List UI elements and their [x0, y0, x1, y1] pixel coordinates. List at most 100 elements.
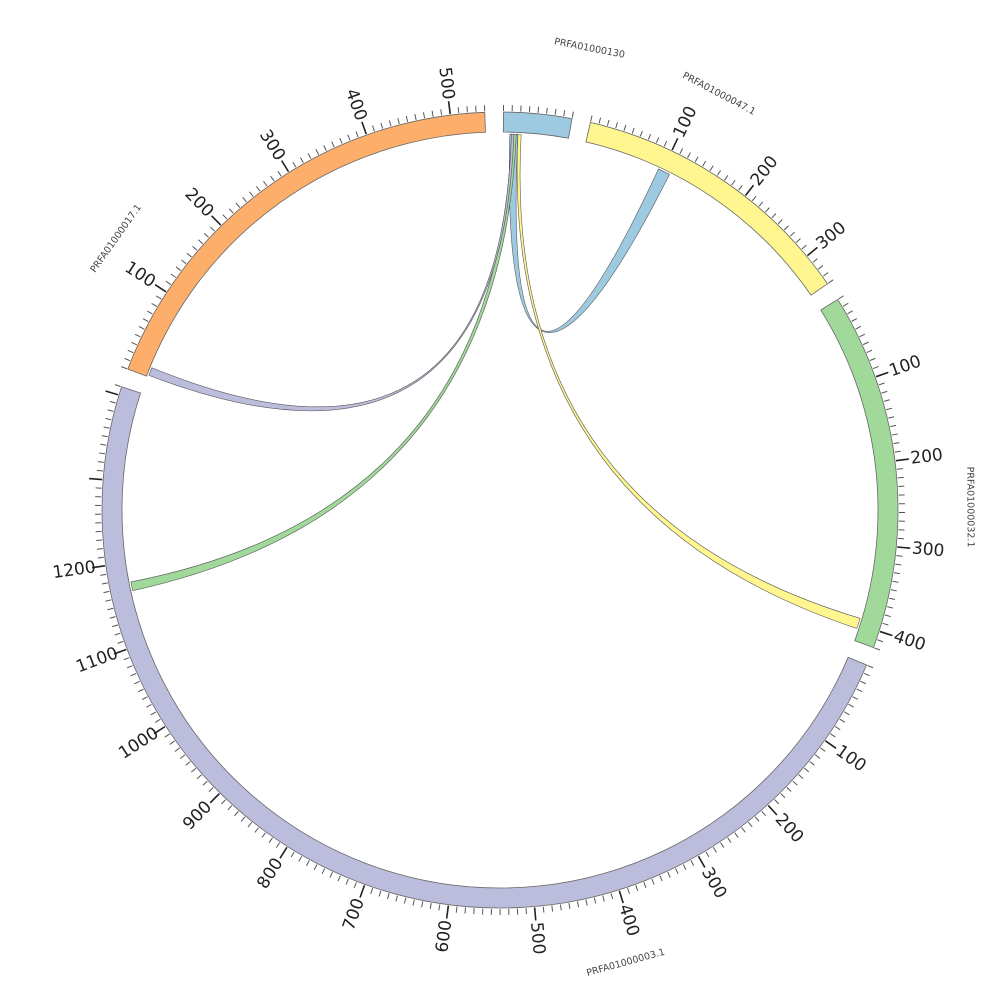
minor-tick: [423, 112, 424, 118]
minor-tick: [131, 342, 136, 344]
minor-tick: [146, 704, 151, 707]
minor-tick: [138, 689, 143, 692]
minor-tick: [171, 274, 176, 277]
minor-tick: [762, 811, 766, 816]
minor-tick: [853, 697, 858, 700]
segment-arc-PRFA01000003-1: [102, 387, 867, 908]
minor-tick: [728, 838, 731, 843]
minor-tick: [895, 564, 901, 565]
minor-tick: [413, 900, 414, 906]
minor-tick: [134, 681, 139, 684]
minor-tick: [538, 107, 539, 113]
minor-tick: [142, 697, 147, 700]
minor-tick: [695, 157, 698, 162]
minor-tick: [844, 712, 849, 715]
minor-tick: [820, 748, 825, 752]
tick-label: 700: [339, 896, 369, 933]
minor-tick: [223, 215, 227, 219]
minor-tick: [547, 108, 548, 114]
minor-tick: [198, 240, 202, 244]
minor-tick: [387, 893, 389, 899]
minor-tick: [893, 581, 899, 582]
minor-tick: [710, 166, 713, 171]
major-tick: [282, 161, 289, 172]
major-tick: [896, 459, 909, 461]
minor-tick: [356, 131, 358, 137]
minor-tick: [739, 185, 743, 190]
minor-tick: [99, 453, 105, 454]
minor-tick: [748, 822, 752, 827]
minor-tick: [883, 623, 889, 625]
minor-tick: [830, 734, 835, 737]
minor-tick: [793, 781, 797, 785]
minor-tick: [175, 748, 180, 752]
minor-tick: [255, 828, 259, 833]
minor-tick: [867, 665, 873, 667]
minor-tick: [228, 806, 232, 810]
tick-label: 200: [909, 445, 944, 469]
minor-tick: [191, 768, 196, 772]
minor-tick: [813, 259, 818, 263]
minor-tick: [897, 469, 903, 470]
tick-label: 1000: [115, 723, 162, 763]
minor-tick: [102, 583, 108, 584]
minor-tick: [263, 181, 267, 186]
minor-tick: [249, 192, 253, 197]
minor-tick: [810, 761, 815, 765]
major-tick: [447, 906, 449, 919]
minor-tick: [586, 900, 587, 906]
minor-tick: [151, 712, 156, 715]
minor-tick: [772, 214, 776, 218]
minor-tick: [458, 107, 459, 113]
tick-label: 300: [812, 218, 850, 254]
minor-tick: [197, 775, 201, 779]
minor-tick: [804, 768, 809, 772]
minor-tick: [104, 591, 110, 592]
minor-tick: [306, 860, 309, 865]
minor-tick: [332, 142, 334, 147]
segment-label: PRFA01000032.1: [964, 467, 976, 548]
minor-tick: [432, 111, 433, 117]
tick-label: 300: [911, 538, 945, 561]
tick-label: 100: [669, 103, 701, 141]
minor-tick: [371, 888, 373, 894]
minor-tick: [156, 296, 161, 299]
minor-tick: [241, 817, 245, 822]
minor-tick: [864, 673, 869, 675]
minor-tick: [870, 358, 876, 360]
minor-tick: [840, 719, 845, 722]
minor-tick: [152, 303, 157, 306]
minor-tick: [147, 311, 152, 314]
major-tick: [449, 101, 451, 114]
minor-tick: [348, 135, 350, 141]
minor-tick: [603, 896, 605, 902]
segment-arc-PRFA01000032-1: [821, 299, 898, 647]
tick-label: 100: [887, 351, 924, 381]
minor-tick: [135, 334, 140, 337]
minor-tick: [456, 907, 457, 913]
minor-tick: [891, 590, 897, 591]
minor-tick: [624, 125, 626, 131]
minor-tick: [110, 617, 116, 619]
minor-tick: [124, 358, 130, 360]
tick-label: 800: [253, 854, 287, 892]
minor-tick: [843, 303, 848, 306]
minor-tick: [828, 280, 833, 283]
minor-tick: [552, 906, 553, 912]
minor-tick: [889, 598, 895, 599]
minor-tick: [591, 116, 592, 122]
minor-tick: [110, 401, 116, 403]
minor-tick: [860, 681, 865, 684]
minor-tick: [887, 607, 893, 608]
link-ribbon-PRFA01000032-1: [517, 134, 860, 628]
minor-tick: [209, 787, 213, 791]
minor-tick: [859, 334, 864, 337]
minor-tick: [155, 719, 160, 722]
major-tick: [362, 122, 366, 134]
minor-tick: [886, 408, 892, 410]
minor-tick: [632, 128, 634, 134]
minor-tick: [720, 843, 723, 848]
minor-tick: [790, 232, 794, 236]
minor-tick: [100, 574, 106, 575]
minor-tick: [276, 843, 279, 848]
